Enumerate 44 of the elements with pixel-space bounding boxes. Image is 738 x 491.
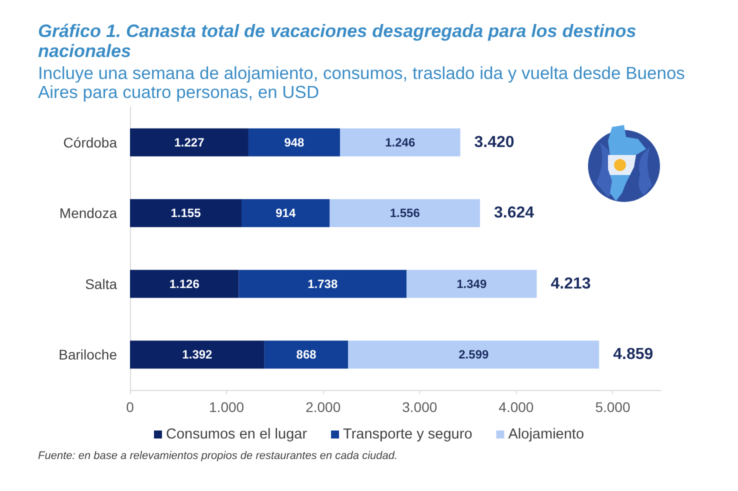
legend-label: Consumos en el lugar [166,426,308,442]
bar [264,340,348,369]
bar [406,270,537,298]
data-label: 1.227 [174,135,205,150]
x-tick-label: 5.000 [595,399,630,415]
total-label: 3.624 [494,204,534,222]
bar [340,128,460,156]
data-label: 1.246 [385,135,416,150]
legend-label: Transporte y seguro [343,426,472,442]
bar [130,128,248,156]
x-tick-label: 3.000 [402,399,438,415]
data-label: 1.126 [169,276,200,291]
bar [248,128,340,156]
data-label: 914 [276,206,296,220]
x-tick-label: 1.000 [209,399,244,415]
bar [130,270,239,298]
bar [130,199,242,228]
y-tick-label: Córdoba [63,134,118,150]
legend-label: Alojamiento [508,426,584,442]
bar [242,199,330,228]
y-tick-label: Mendoza [59,205,118,222]
data-label: 1.556 [390,206,420,220]
bar [348,340,600,369]
chart-title: Gráfico 1. Canasta total de vacaciones desagregada para los destinos nacionales [38,21,638,61]
chart-subtitle: Incluye una semana de alojamiento, consumos, traslado ida y vuelta desde Buenos Aires para cuatro personas, en USD [38,63,686,102]
data-label: 1.349 [456,276,487,291]
total-label: 3.420 [474,134,514,151]
data-label: 1.738 [308,276,338,291]
source-note: Fuente: en base a relevamientos propios de restaurantes en cada ciudad. [38,450,399,463]
data-label: 1.392 [182,348,213,362]
data-label: 1.155 [170,206,202,220]
data-label: 868 [296,348,317,362]
bar [330,199,480,228]
y-tick-label: Bariloche [58,346,118,363]
y-tick-label: Salta [85,276,118,292]
data-label: 2.599 [458,348,489,362]
bar [238,270,407,298]
total-label: 4.213 [550,275,591,292]
data-label: 948 [284,135,305,150]
x-tick-label: 4.000 [498,399,534,415]
x-tick-label: 2.000 [306,399,341,415]
x-tick-label: 0 [126,399,134,415]
total-label: 4.859 [613,346,654,364]
bar [130,340,264,369]
